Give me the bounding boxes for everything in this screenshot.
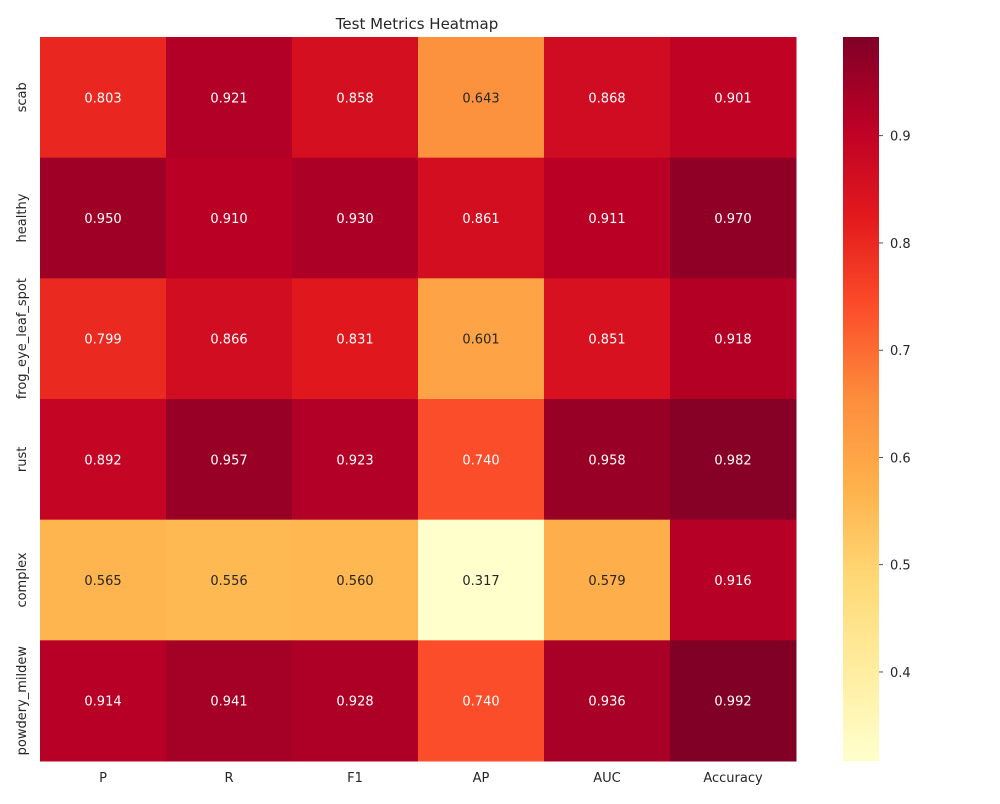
y-tick-label: frog_eye_leaf_spot (15, 278, 30, 399)
y-tick-label: powdery_mildew (15, 646, 30, 756)
x-tick-label: Accuracy (703, 771, 763, 786)
heatmap-cell-frog_eye_leaf_spot-P (40, 278, 167, 400)
heatmap-cell-scab-R (166, 37, 293, 159)
cell-value-label: 0.930 (336, 212, 373, 227)
cell-value-label: 0.892 (84, 453, 121, 468)
cell-value-label: 0.918 (714, 333, 751, 348)
cell-value-label: 0.941 (210, 695, 247, 710)
colorbar-tick-label: 0.8 (890, 237, 911, 252)
cell-value-label: 0.914 (84, 695, 121, 710)
x-tick-label: R (224, 771, 233, 786)
y-tick-label: healthy (15, 193, 30, 242)
heatmap-cell-powdery_mildew-R (166, 640, 293, 762)
heatmap-cell-rust-P (40, 399, 167, 521)
cell-value-label: 0.858 (336, 91, 373, 106)
heatmap-cell-rust-AUC (544, 399, 671, 521)
heatmap-cell-powdery_mildew-Accuracy (670, 640, 797, 762)
cell-value-label: 0.799 (84, 333, 121, 348)
colorbar-tick-label: 0.4 (890, 666, 911, 681)
cell-value-label: 0.970 (714, 212, 751, 227)
cell-value-label: 0.958 (588, 453, 625, 468)
heatmap-cell-scab-AP (418, 37, 545, 159)
x-tick-label: P (99, 771, 107, 786)
cell-value-label: 0.992 (714, 695, 751, 710)
cell-value-label: 0.560 (336, 574, 373, 589)
colorbar-tick-label: 0.5 (890, 559, 911, 574)
heatmap-cell-frog_eye_leaf_spot-R (166, 278, 293, 400)
colorbar-tick-label: 0.6 (890, 451, 911, 466)
y-tick-label: rust (15, 447, 30, 472)
cell-value-label: 0.936 (588, 695, 625, 710)
x-tick-label: AUC (593, 771, 621, 786)
heatmap-cell-frog_eye_leaf_spot-F1 (292, 278, 419, 400)
heatmap-cell-healthy-P (40, 157, 167, 279)
heatmap-cell-rust-AP (418, 399, 545, 521)
cell-value-label: 0.921 (210, 91, 247, 106)
heatmap-cell-powdery_mildew-P (40, 640, 167, 762)
x-tick-label: AP (473, 771, 490, 786)
cell-value-label: 0.317 (462, 574, 499, 589)
colorbar-tick-label: 0.7 (890, 344, 911, 359)
heatmap-cell-complex-R (166, 519, 293, 641)
colorbar-gradient (843, 37, 879, 761)
cell-value-label: 0.868 (588, 91, 625, 106)
cell-value-label: 0.565 (84, 574, 121, 589)
heatmap-cell-powdery_mildew-AP (418, 640, 545, 762)
heatmap-cell-scab-F1 (292, 37, 419, 159)
cell-value-label: 0.803 (84, 91, 121, 106)
cell-value-label: 0.866 (210, 333, 247, 348)
cell-value-label: 0.851 (588, 333, 625, 348)
x-tick-labels: P R F1 AP AUC Accuracy (99, 771, 763, 786)
colorbar: 0.4 0.5 0.6 0.7 0.8 0.9 (843, 37, 911, 761)
heatmap-cell-healthy-AUC (544, 157, 671, 279)
heatmap-cell-scab-Accuracy (670, 37, 797, 159)
heatmap-cell-complex-AUC (544, 519, 671, 641)
heatmap-cell-scab-P (40, 37, 167, 159)
heatmap-cell-rust-R (166, 399, 293, 521)
y-tick-label: scab (15, 82, 30, 112)
heatmap-cell-frog_eye_leaf_spot-Accuracy (670, 278, 797, 400)
cell-value-label: 0.579 (588, 574, 625, 589)
x-tick-label: F1 (347, 771, 363, 786)
cell-value-label: 0.556 (210, 574, 247, 589)
cell-value-label: 0.901 (714, 91, 751, 106)
heatmap-cell-complex-AP (418, 519, 545, 641)
heatmap-cell-healthy-F1 (292, 157, 419, 279)
heatmap-cell-frog_eye_leaf_spot-AP (418, 278, 545, 400)
heatmap-cell-complex-P (40, 519, 167, 641)
cell-value-label: 0.831 (336, 333, 373, 348)
heatmap-cell-healthy-R (166, 157, 293, 279)
heatmap-cell-scab-AUC (544, 37, 671, 159)
cell-value-label: 0.928 (336, 695, 373, 710)
cell-value-label: 0.910 (210, 212, 247, 227)
cell-value-label: 0.916 (714, 574, 751, 589)
cell-value-label: 0.982 (714, 453, 751, 468)
heatmap-cell-powdery_mildew-AUC (544, 640, 671, 762)
cell-value-label: 0.740 (462, 453, 499, 468)
heatmap-cell-rust-F1 (292, 399, 419, 521)
chart-title: Test Metrics Heatmap (335, 15, 498, 33)
heatmap-cell-frog_eye_leaf_spot-AUC (544, 278, 671, 400)
cell-value-label: 0.643 (462, 91, 499, 106)
heatmap-cell-complex-F1 (292, 519, 419, 641)
cell-value-label: 0.601 (462, 333, 499, 348)
cell-value-label: 0.950 (84, 212, 121, 227)
cell-value-label: 0.861 (462, 212, 499, 227)
heatmap-cell-healthy-Accuracy (670, 157, 797, 279)
cell-value-label: 0.957 (210, 453, 247, 468)
colorbar-tick-label: 0.9 (890, 130, 911, 145)
heatmap-cell-powdery_mildew-F1 (292, 640, 419, 762)
cell-value-label: 0.911 (588, 212, 625, 227)
cell-value-label: 0.740 (462, 695, 499, 710)
y-tick-label: complex (15, 552, 30, 607)
heatmap-cells: 0.803 0.921 0.858 0.643 0.868 0.901 0.950 0.910… (40, 37, 797, 762)
cell-value-label: 0.923 (336, 453, 373, 468)
heatmap-cell-complex-Accuracy (670, 519, 797, 641)
heatmap-cell-rust-Accuracy (670, 399, 797, 521)
heatmap-cell-healthy-AP (418, 157, 545, 279)
